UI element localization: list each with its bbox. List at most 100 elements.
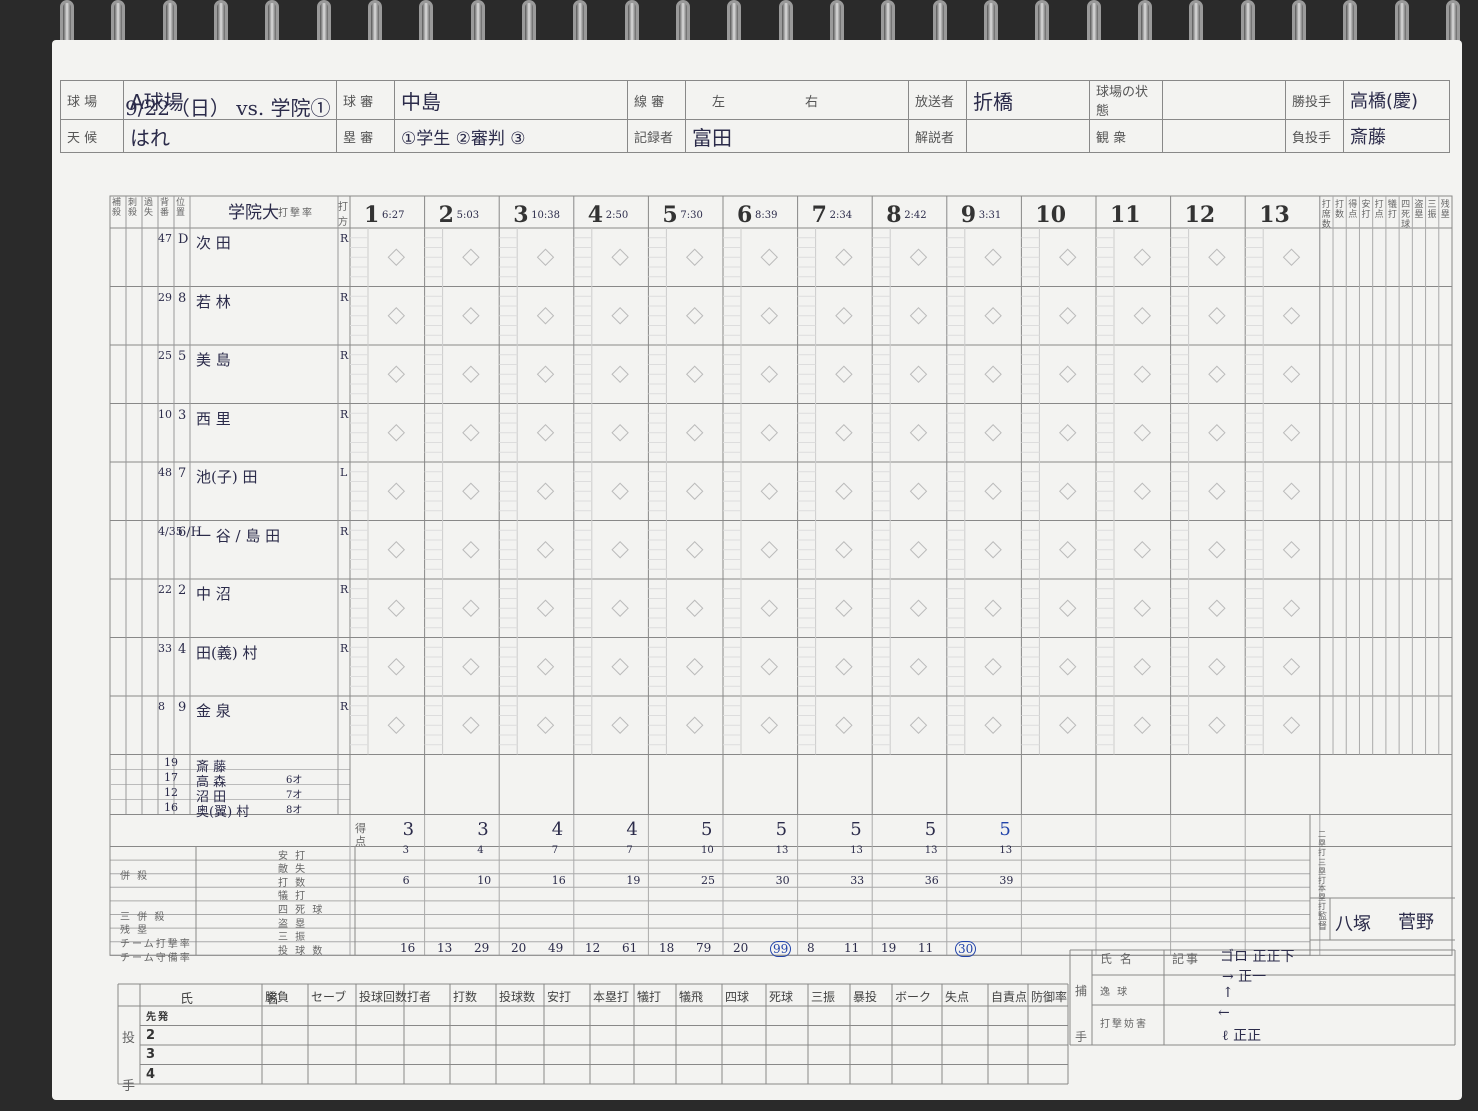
pitcher-table-header: 打者 [407,990,432,1004]
hits-cumulative: 4 [477,844,484,856]
at-bat-diamond [462,599,480,617]
player-position: 7 [178,466,187,481]
pitcher-row-label: 4 [146,1066,158,1082]
at-bat-diamond [1133,365,1152,383]
batter-stat-header: 犠打 [1387,200,1397,220]
player-name: 中 沼 [196,585,231,603]
at-bat-diamond [1133,307,1152,325]
at-bat-diamond [685,482,704,500]
at-bat-diamond [1058,716,1077,734]
at-bat-diamond [1282,541,1301,559]
player-name: 若 林 [196,292,231,311]
at-bat-diamond [909,248,928,266]
pitcher-table-header: 打数 [453,990,478,1004]
pitcher-change-note: 8オ [286,804,303,816]
bat-side: R [340,232,349,245]
summary-label: 三 振 [278,932,308,944]
at-bat-diamond [387,482,406,500]
at-bat-diamond [760,482,779,500]
at-bat-diamond [611,658,629,676]
catcher-label: 捕 手 [1075,984,1090,1044]
at-bat-diamond [611,248,629,266]
inning-number: 10 [1035,202,1067,228]
player-name: 次 田 [196,234,231,252]
batter-stat-header: 得点 [1348,200,1358,220]
at-bat-diamond [611,716,629,734]
field-condition-label: 球場の状態 [1089,80,1163,120]
batter-stat-header: 打点 [1374,200,1384,220]
at-bat-diamond [611,307,629,325]
at-bat-diamond [611,482,629,500]
at-bat-diamond [835,307,853,325]
at-bat-diamond [909,541,928,559]
player-position: 6/H [178,524,202,540]
at-bat-diamond [536,716,555,734]
plate-umpire-label: 球 審 [336,80,395,120]
pitcher-table-header: 防御率 [1031,990,1068,1004]
catcher-name-label: 氏 名 [1100,952,1134,966]
team-name: 学院大 [228,203,279,223]
pitcher-number: 17 [164,770,178,784]
at-bat-diamond [1208,599,1226,617]
at-bats-cumulative: 30 [775,873,790,887]
at-bat-diamond [760,248,779,266]
at-bat-diamond [1208,541,1226,559]
pitcher-table-header: 本塁打 [593,990,630,1004]
note-3: ↑ [1222,985,1234,1001]
bat-side: L [340,466,348,479]
at-bat-diamond [1058,424,1077,442]
runs-cumulative: 4 [551,818,564,840]
inning-number: 8 [886,202,902,228]
at-bat-diamond [462,248,480,266]
pitch-count: 79 [696,940,712,955]
player-name: 金 泉 [196,702,231,720]
player-name: 美 島 [196,351,231,369]
at-bat-diamond [462,482,480,500]
scorebook-page [52,40,1462,1100]
at-bat-diamond [387,541,406,559]
pitcher-table-header: 三振 [811,990,836,1004]
player-number: 33 [158,641,172,655]
at-bat-diamond [1208,424,1226,442]
ballpark-label: 球 場 [60,80,124,120]
at-bats-cumulative: 33 [850,873,865,887]
inning-time: 5:03 [456,210,480,221]
pitcher-table-header: 勝負 [265,990,290,1004]
at-bat-diamond [1282,658,1301,676]
pitcher-name: 斎 藤 [196,759,227,775]
at-bat-diamond [909,658,928,676]
player-position: 8 [178,290,187,306]
at-bat-diamond [835,716,853,734]
at-bat-diamond [909,716,928,734]
player-number: 8 [158,700,165,713]
bat-side: R [340,407,349,421]
at-bat-diamond [536,248,555,266]
pitcher-side-label: 投 手 [122,1031,138,1094]
runs-cumulative: 4 [626,818,638,840]
at-bat-diamond [536,307,555,325]
spectators-value [1162,119,1286,153]
pitcher-table-header: 氏 名 [180,992,310,1007]
inning-time: 8:39 [755,210,778,221]
at-bats-cumulative: 25 [701,873,715,887]
left-summary-label: 三 併 殺 [120,911,167,923]
runs-cumulative: 3 [477,818,489,840]
at-bat-diamond [1282,248,1301,266]
at-bat-diamond [1208,716,1226,734]
at-bat-diamond [760,307,779,325]
at-bat-diamond [462,716,480,734]
pitch-count: 11 [918,940,934,955]
column-header: 位置 [176,198,186,218]
at-bat-diamond [984,541,1002,559]
inning-number: 9 [960,202,977,228]
win-pitcher-value: 高橋(慶) [1343,80,1450,120]
pitch-count: 30 [955,940,977,957]
notes-label: 記事 [1172,952,1201,966]
at-bat-diamond [1058,541,1077,559]
column-header: 背番 [160,198,170,218]
column-header: 補殺 [112,198,122,218]
note-4: ← [1218,1005,1230,1021]
at-bat-diamond [760,424,779,442]
at-bat-diamond [835,541,853,559]
